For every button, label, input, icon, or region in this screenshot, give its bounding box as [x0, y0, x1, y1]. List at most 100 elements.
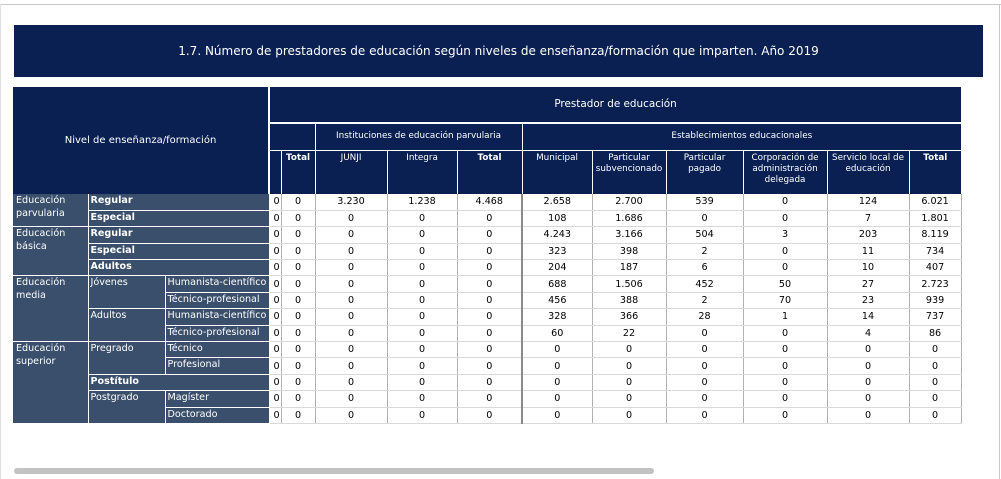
cell-particular-pagado: 2: [666, 292, 744, 310]
cell-particular-subvencionado: 22: [592, 325, 667, 343]
cell-junji: 0: [315, 226, 388, 244]
cell-particular-pagado: 0: [666, 357, 744, 375]
cell-total-b: 0: [457, 390, 523, 408]
cell-total-b: 0: [457, 341, 523, 359]
cell-integra: 0: [387, 308, 458, 326]
label-regular: Regular: [88, 194, 270, 211]
cell-servicio-local: 0: [827, 407, 910, 424]
table-row: Adultos Humanista-científico 0 0 0 0 0 328 366…: [13, 308, 962, 343]
cell-municipal: 688: [521, 275, 593, 293]
cell-particular-subvencionado: 388: [592, 292, 667, 310]
label-tecnico-profesional: Técnico-profesional: [165, 292, 270, 310]
cell-total-b: 0: [457, 374, 523, 392]
cell-total-b: 0: [457, 407, 523, 424]
cell-junji: 0: [315, 292, 388, 310]
cell-total-a: 0: [281, 194, 316, 211]
cell-corporacion: 0: [743, 357, 828, 375]
cell-total-b: 4.468: [457, 194, 523, 211]
header-col-integra: Integra: [386, 150, 458, 194]
cell-servicio-local: 0: [827, 390, 910, 408]
cell-corporacion: 1: [743, 308, 828, 326]
cell-junji: 0: [315, 374, 388, 392]
cell-integra: 0: [387, 357, 458, 375]
cell-total-a: 0: [281, 308, 316, 326]
header-group-empty: [268, 123, 316, 151]
cell-total-b: 0: [457, 210, 523, 228]
label-postitulo: Postítulo: [88, 374, 270, 392]
header-col-total-c: Total: [908, 150, 962, 194]
table-row: Educación parvularia Regular 0 0 3.230 1.23…: [13, 194, 962, 228]
header-col-junji: JUNJI: [314, 150, 388, 194]
cell-servicio-local: 7: [827, 210, 910, 228]
cell-blank: 0: [268, 407, 282, 424]
label-doctorado: Doctorado: [165, 407, 270, 424]
cell-particular-subvencionado: 3.166: [592, 226, 667, 244]
cell-municipal: 108: [521, 210, 593, 228]
header-col-particular-pagado: Particular pagado: [665, 150, 744, 194]
table-row: Educación básica Regular 0 0 0 0 0 4.243 3.166…: [13, 226, 962, 277]
cell-servicio-local: 0: [827, 357, 910, 375]
cell-total-a: 0: [281, 374, 316, 392]
table-body: Educación parvularia Regular 0 0 3.230 1.23…: [13, 194, 962, 424]
cell-junji: 0: [315, 357, 388, 375]
cell-total-a: 0: [281, 259, 316, 277]
cell-particular-pagado: 452: [666, 275, 744, 293]
cell-total-a: 0: [281, 243, 316, 261]
cell-servicio-local: 4: [827, 325, 910, 343]
cell-corporacion: 0: [743, 390, 828, 408]
cell-municipal: 456: [521, 292, 593, 310]
cell-municipal: 0: [521, 390, 593, 408]
label-basica: Educación básica: [13, 226, 89, 277]
cell-corporacion: 0: [743, 259, 828, 277]
header-col-blank: [268, 150, 282, 194]
label-adultos: Adultos: [88, 259, 270, 277]
cell-blank: 0: [268, 226, 282, 244]
cell-junji: 0: [315, 308, 388, 326]
cell-municipal: 328: [521, 308, 593, 326]
label-tecnico-profesional: Técnico-profesional: [165, 325, 270, 343]
cell-municipal: 323: [521, 243, 593, 261]
cell-blank: 0: [268, 275, 282, 293]
cell-junji: 0: [315, 275, 388, 293]
label-media: Educación media: [13, 275, 89, 343]
cell-junji: 0: [315, 407, 388, 424]
cell-corporacion: 50: [743, 275, 828, 293]
cell-integra: 0: [387, 292, 458, 310]
cell-particular-subvencionado: 398: [592, 243, 667, 261]
cell-junji: 0: [315, 390, 388, 408]
cell-particular-subvencionado: 0: [592, 357, 667, 375]
cell-particular-subvencionado: 1.506: [592, 275, 667, 293]
cell-particular-subvencionado: 187: [592, 259, 667, 277]
cell-blank: 0: [268, 292, 282, 310]
cell-municipal: 0: [521, 357, 593, 375]
cell-corporacion: 0: [743, 210, 828, 228]
frame-top-border: [0, 4, 1001, 5]
cell-servicio-local: 0: [827, 374, 910, 392]
cell-servicio-local: 11: [827, 243, 910, 261]
table-row: Especial 0 0 0 0 0 323 398 2 0 11 734: [13, 243, 962, 261]
table-row: Educación media Jóvenes Humanista-cientí…: [13, 275, 962, 343]
cell-total-b: 0: [457, 226, 523, 244]
cell-blank: 0: [268, 341, 282, 359]
cell-blank: 0: [268, 357, 282, 375]
label-humanista-cientifico: Humanista-científico: [165, 308, 270, 326]
table-title: 1.7. Número de prestadores de educación …: [14, 25, 983, 77]
cell-total-a: 0: [281, 275, 316, 293]
label-profesional: Profesional: [165, 357, 270, 375]
horizontal-scrollbar[interactable]: [14, 468, 654, 474]
label-tecnico: Técnico: [165, 341, 270, 359]
cell-particular-subvencionado: 0: [592, 374, 667, 392]
cell-total-c: 734: [909, 243, 962, 261]
header-col-corporacion: Corporación de administración delegada: [742, 150, 828, 194]
cell-servicio-local: 23: [827, 292, 910, 310]
cell-servicio-local: 10: [827, 259, 910, 277]
cell-junji: 0: [315, 341, 388, 359]
cell-corporacion: 0: [743, 325, 828, 343]
cell-servicio-local: 0: [827, 341, 910, 359]
header-group-establecimientos: Establecimientos educacionales: [521, 123, 962, 151]
cell-corporacion: 0: [743, 407, 828, 424]
cell-servicio-local: 124: [827, 194, 910, 211]
cell-total-b: 0: [457, 275, 523, 293]
